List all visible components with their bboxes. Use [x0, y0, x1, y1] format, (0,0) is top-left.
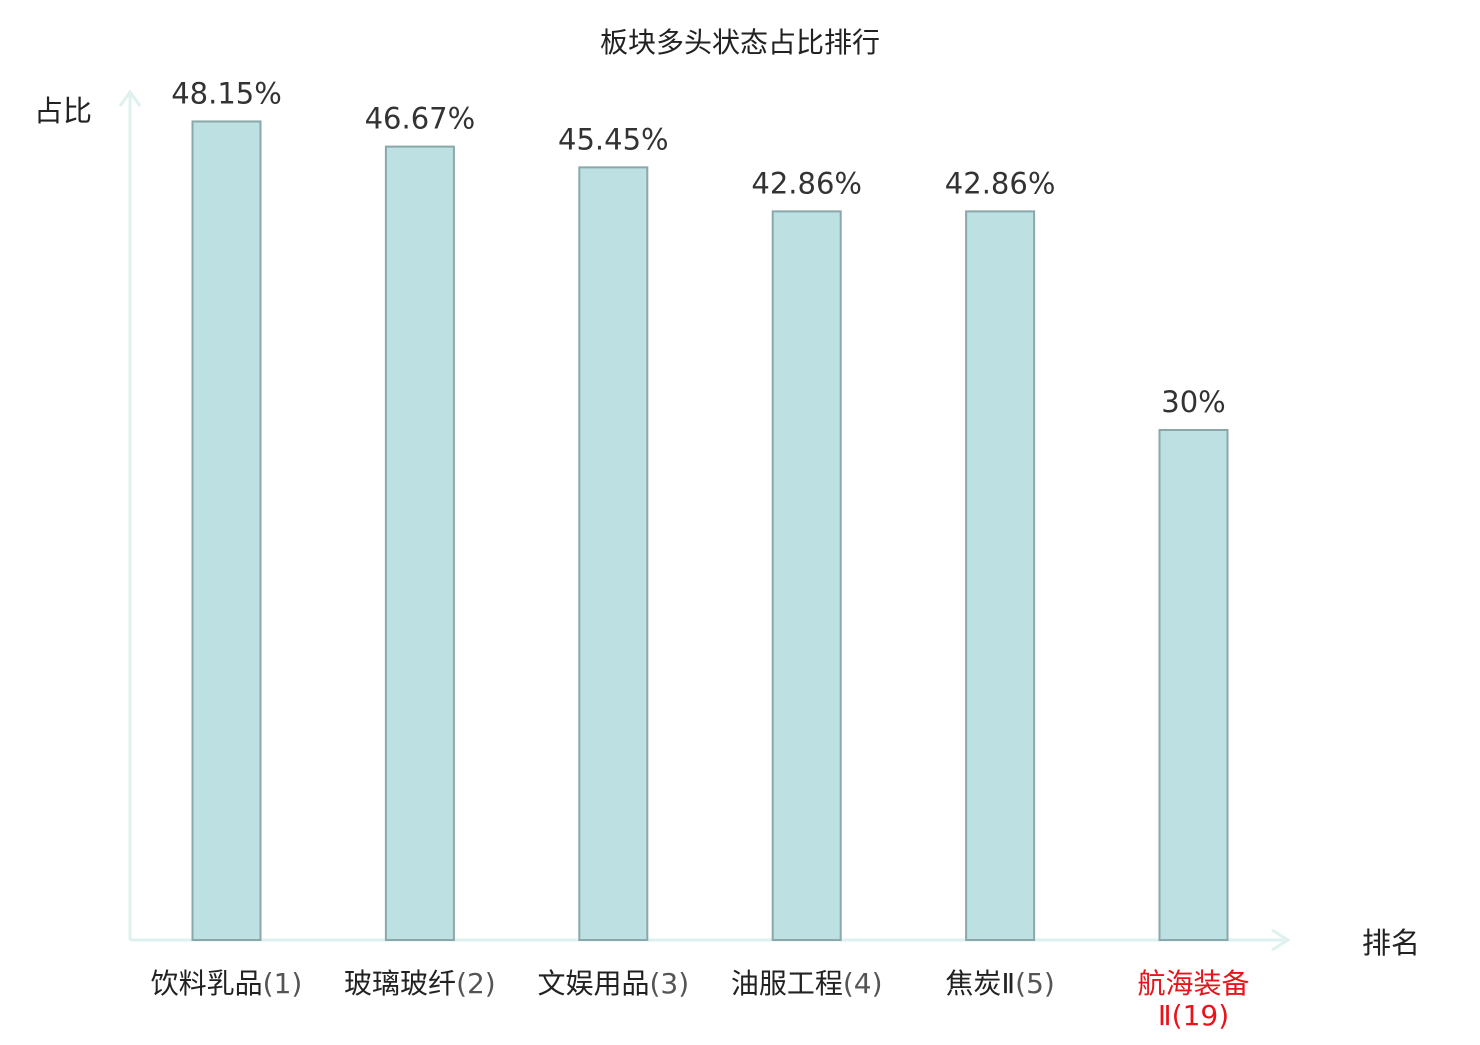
category-name-1: 饮料乳品: [151, 967, 263, 1000]
category-label-4: 油服工程(4): [731, 967, 883, 1000]
category-rank-4: (4): [843, 967, 883, 1000]
y-axis-label: 占比: [34, 94, 92, 128]
value-label-5: 42.86%: [945, 166, 1056, 200]
bar-6: [1158, 429, 1229, 941]
category-rank-3: (3): [649, 967, 689, 1000]
category-name-5: 焦炭Ⅱ: [945, 967, 1015, 1000]
category-label-3: 文娱用品(3): [537, 967, 689, 1000]
category-rank-6: Ⅱ(19): [1158, 999, 1229, 1032]
category-name-4: 油服工程: [731, 967, 843, 1000]
category-label-6: 航海装备: [1137, 967, 1249, 1000]
x-axis: 排名: [130, 926, 1420, 960]
category-label-5: 焦炭Ⅱ(5): [945, 967, 1054, 1000]
x-axis-arrow-icon: [1271, 928, 1291, 952]
value-label-4: 42.86%: [751, 166, 862, 200]
y-axis: 占比: [34, 89, 142, 940]
value-label-1: 48.15%: [171, 76, 282, 110]
category-rank-1: (1): [263, 967, 303, 1000]
bar-2: [384, 145, 455, 942]
value-label-3: 45.45%: [558, 122, 669, 156]
category-label-1: 饮料乳品(1): [151, 967, 303, 1000]
x-axis-label: 排名: [1362, 926, 1420, 960]
category-rank-2: (2): [456, 967, 496, 1000]
bar-4: [771, 210, 842, 941]
value-label-2: 46.67%: [365, 102, 476, 136]
value-labels: 48.15% 46.67% 45.45% 42.86% 42.86% 30%: [171, 76, 1226, 419]
bars: [191, 120, 1229, 942]
category-name-2: 玻璃玻纤: [344, 967, 456, 1000]
bar-3: [578, 166, 649, 942]
bar-1: [191, 120, 262, 941]
category-labels: 饮料乳品(1) 玻璃玻纤(2) 文娱用品(3) 油服工程(4) 焦炭Ⅱ(5) 航海装备Ⅱ(…: [151, 967, 1250, 1032]
value-label-6: 30%: [1161, 385, 1225, 419]
y-axis-arrow-icon: [118, 89, 142, 107]
category-rank-5: (5): [1015, 967, 1055, 1000]
category-label-2: 玻璃玻纤(2): [344, 967, 496, 1000]
chart-title: 板块多头状态占比排行: [600, 26, 880, 59]
category-name-3: 文娱用品: [537, 967, 649, 1000]
bar-5: [965, 210, 1036, 941]
